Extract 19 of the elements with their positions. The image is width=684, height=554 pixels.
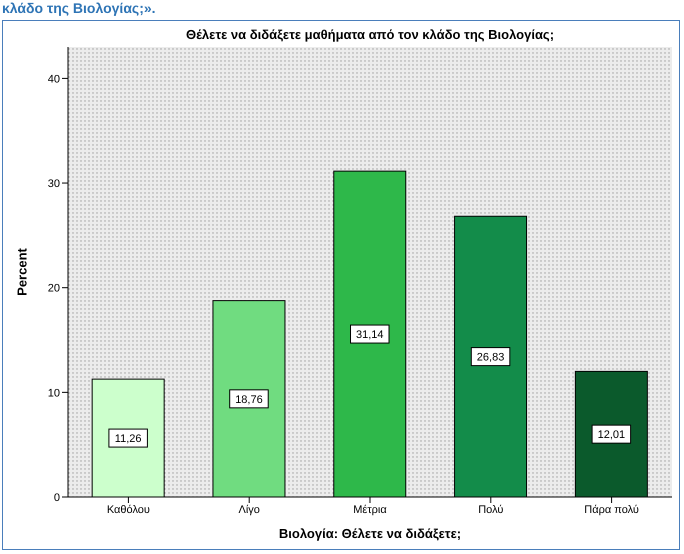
y-axis-title: Percent xyxy=(14,247,30,296)
x-tick-label: Πάρα πολύ xyxy=(584,504,639,516)
data-label: 11,26 xyxy=(114,433,142,446)
text: κλάδο της Βιολογίας;». xyxy=(2,0,156,16)
data-label: 26,83 xyxy=(476,352,504,364)
x-tick-label: Μέτρια xyxy=(353,504,388,516)
chart-title: Θέλετε να διδάξετε μαθήματα από τον κλάδο της Βιολογίας; xyxy=(184,27,556,42)
data-label: 12,01 xyxy=(598,429,626,442)
data-label: 31,14 xyxy=(356,329,384,342)
y-tick-label: 30 xyxy=(48,178,60,190)
y-tick-label: 0 xyxy=(54,492,60,504)
x-axis-title: Βιολογία: Θέλετε να διδάξετε; xyxy=(278,526,462,541)
y-tick-label: 20 xyxy=(48,282,60,295)
y-tick-label: 10 xyxy=(48,387,60,400)
x-tick-label: Καθόλου xyxy=(106,504,150,516)
x-tick-label: Πολύ xyxy=(478,504,504,516)
x-tick-label: Λίγο xyxy=(238,504,260,516)
data-label: 18,76 xyxy=(235,394,263,406)
y-tick-label: 40 xyxy=(48,73,60,86)
